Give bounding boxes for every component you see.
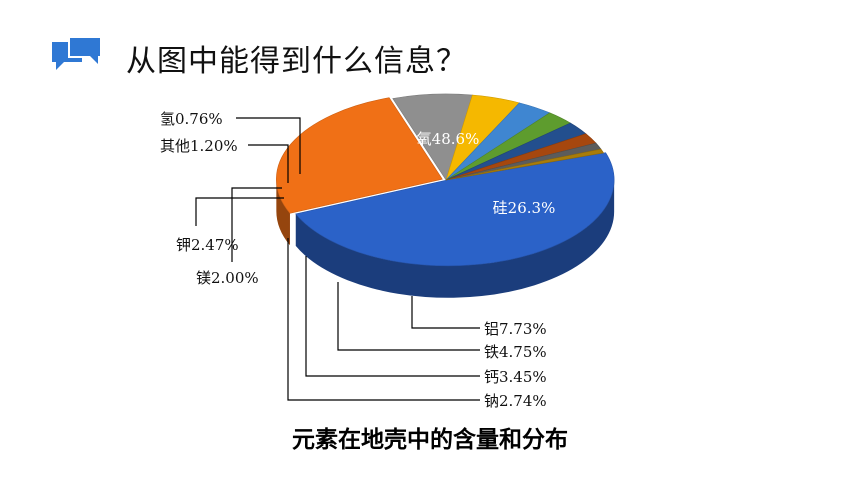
pie-slice-0 <box>295 152 615 267</box>
chat-bubble-icon <box>52 36 102 70</box>
leader-line-8 <box>248 144 289 183</box>
leader-line-9 <box>236 117 301 174</box>
pie-slice-9 <box>445 148 605 181</box>
slide-header: 从图中能得到什么信息？ <box>0 0 860 110</box>
data-label-4: 钙3.45% <box>484 368 547 386</box>
data-label-8: 其他1.20% <box>160 137 238 155</box>
data-label-9: 氢0.76% <box>160 110 223 128</box>
leader-line-7 <box>231 187 282 262</box>
data-label-0: 氧48.6% <box>417 130 480 148</box>
leader-line-5 <box>287 238 480 401</box>
data-label-1: 硅26.3% <box>493 199 556 217</box>
data-label-6: 钾2.47% <box>176 236 239 254</box>
page-title: 从图中能得到什么信息？ <box>126 44 467 79</box>
pie-slice-side-1 <box>276 179 290 246</box>
leader-line-2 <box>411 296 480 329</box>
data-label-2: 铝7.73% <box>484 320 547 338</box>
leader-line-4 <box>305 256 480 377</box>
data-label-7: 镁2.00% <box>196 269 259 287</box>
data-label-5: 钠2.74% <box>484 392 547 410</box>
leader-line-6 <box>195 197 284 226</box>
chart-title: 元素在地壳中的含量和分布 <box>292 427 568 453</box>
data-label-3: 铁4.75% <box>484 343 547 361</box>
leader-line-3 <box>337 282 480 351</box>
pie-slice-side-0 <box>295 179 615 298</box>
